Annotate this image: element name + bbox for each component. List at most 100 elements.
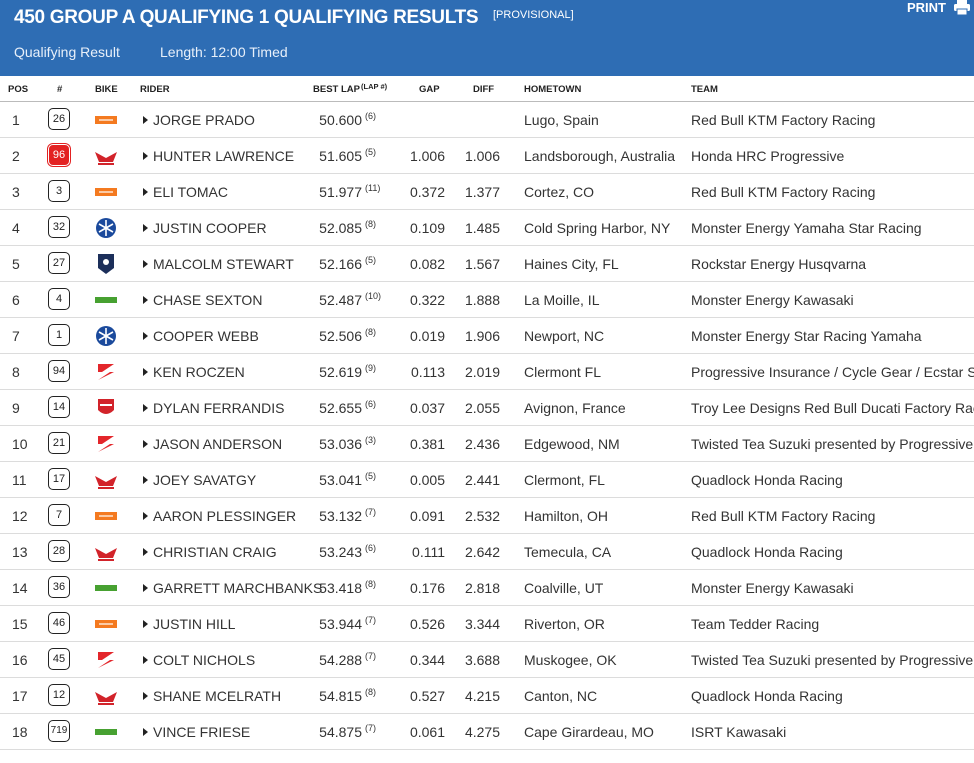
best-lap: 53.944 <box>319 616 362 632</box>
rider-name: AARON PLESSINGER <box>153 508 297 524</box>
bike-logo <box>95 729 117 735</box>
rider-name: JORGE PRADO <box>153 112 255 128</box>
best-lap: 54.875 <box>319 724 362 740</box>
bike-logo <box>98 399 114 414</box>
team: Quadlock Honda Racing <box>691 472 843 488</box>
rider-number: 45 <box>48 648 70 670</box>
team: Honda HRC Progressive <box>691 148 845 164</box>
bike-logo <box>96 218 116 238</box>
team: Red Bull KTM Factory Racing <box>691 184 876 200</box>
diff: 1.006 <box>464 148 500 164</box>
hometown: Coalville, UT <box>524 580 604 596</box>
table-row <box>0 534 974 570</box>
expand-arrow <box>143 116 148 124</box>
rider-name: JOEY SAVATGY <box>153 472 257 488</box>
gap: 0.372 <box>409 184 445 200</box>
position: 8 <box>12 364 20 380</box>
table-row <box>0 642 974 678</box>
best-lap: 52.655 <box>319 400 362 416</box>
expand-arrow <box>143 656 148 664</box>
diff: 1.377 <box>464 184 500 200</box>
hometown: Clermont, FL <box>524 472 605 488</box>
table-row <box>0 426 974 462</box>
expand-arrow <box>143 728 148 736</box>
rider-name: KEN ROCZEN <box>153 364 245 380</box>
lap-number: (6) <box>365 399 376 409</box>
rider-number: 96 <box>48 144 70 166</box>
position: 2 <box>12 148 20 164</box>
bike-logo <box>98 436 114 452</box>
title: 450 GROUP A QUALIFYING 1 QUALIFYING RESU… <box>14 7 479 28</box>
expand-arrow <box>143 620 148 628</box>
table-row <box>0 570 974 606</box>
team: Team Tedder Racing <box>691 616 820 632</box>
expand-arrow <box>143 476 148 484</box>
expand-arrow <box>143 548 148 556</box>
rider-name: HUNTER LAWRENCE <box>153 148 295 164</box>
table-row <box>0 282 974 318</box>
team: Progressive Insurance / Cycle Gear / Ecs… <box>691 364 974 380</box>
lap-number: (11) <box>365 183 381 193</box>
diff: 2.441 <box>464 472 500 488</box>
rider-number: 17 <box>48 468 70 490</box>
diff: 1.485 <box>464 220 500 236</box>
print-button[interactable]: PRINT <box>907 0 946 15</box>
hometown: Avignon, France <box>524 400 626 416</box>
team: Red Bull KTM Factory Racing <box>691 508 876 524</box>
lap-number: (5) <box>365 255 376 265</box>
bike-logo <box>95 585 117 591</box>
lap-number: (7) <box>365 651 376 661</box>
best-lap: 52.619 <box>319 364 362 380</box>
position: 15 <box>12 616 28 632</box>
best-lap: 51.605 <box>319 148 362 164</box>
diff: 1.567 <box>464 256 500 272</box>
best-lap: 53.243 <box>319 544 362 560</box>
lap-number: (5) <box>365 471 376 481</box>
position: 5 <box>12 256 20 272</box>
bike-logo <box>95 297 117 303</box>
best-lap: 51.977 <box>319 184 362 200</box>
position: 18 <box>12 724 28 740</box>
lap-number: (3) <box>365 435 376 445</box>
column-header: GAP <box>419 84 440 95</box>
bike-logo <box>95 152 117 165</box>
position: 9 <box>12 400 20 416</box>
lap-number: (8) <box>365 579 376 589</box>
rider-name: JASON ANDERSON <box>153 436 283 452</box>
diff: 1.888 <box>464 292 500 308</box>
hometown: Muskogee, OK <box>524 652 617 668</box>
table-row <box>0 606 974 642</box>
gap: 0.037 <box>409 400 445 416</box>
bike-logo <box>95 116 117 124</box>
rider-name: COOPER WEBB <box>153 328 259 344</box>
best-lap: 54.288 <box>319 652 362 668</box>
hometown: Cape Girardeau, MO <box>524 724 654 740</box>
best-lap: 52.506 <box>319 328 362 344</box>
rider-number: 32 <box>48 216 70 238</box>
rider-name: ELI TOMAC <box>153 184 228 200</box>
header-bar: 450 GROUP A QUALIFYING 1 QUALIFYING RESU… <box>0 0 974 76</box>
hometown: Cold Spring Harbor, NY <box>524 220 671 236</box>
gap: 0.322 <box>409 292 445 308</box>
table-row <box>0 390 974 426</box>
team: Twisted Tea Suzuki presented by Progress… <box>691 652 974 668</box>
gap: 0.111 <box>412 544 445 560</box>
table-row <box>0 210 974 246</box>
gap: 0.526 <box>409 616 445 632</box>
rider-name: DYLAN FERRANDIS <box>153 400 285 416</box>
diff: 3.688 <box>464 652 500 668</box>
rider-number: 27 <box>48 252 70 274</box>
lap-number: (6) <box>365 543 376 553</box>
lap-number: (6) <box>365 111 376 121</box>
gap: 0.344 <box>409 652 445 668</box>
expand-arrow <box>143 404 148 412</box>
expand-arrow <box>143 692 148 700</box>
lap-number: (8) <box>365 327 376 337</box>
lap-number: (7) <box>365 615 376 625</box>
best-lap: 52.085 <box>319 220 362 236</box>
print-icon[interactable] <box>953 0 971 16</box>
rider-number: 4 <box>48 288 70 310</box>
table-header: POS # BIKE RIDER BEST LAP GAP DIFF HOMETOWN TEAM… <box>0 76 974 102</box>
lap-number: (5) <box>365 147 376 157</box>
